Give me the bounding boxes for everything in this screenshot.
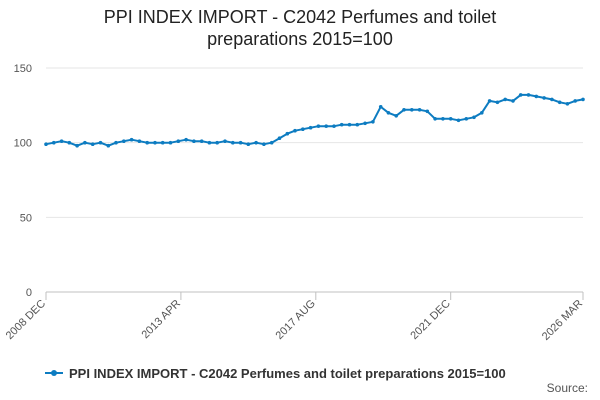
data-point xyxy=(324,124,329,128)
data-point xyxy=(192,139,196,143)
data-point xyxy=(207,140,212,145)
data-point xyxy=(160,140,165,145)
data-point xyxy=(550,97,554,102)
data-point xyxy=(145,140,149,145)
data-point xyxy=(129,137,134,142)
data-point xyxy=(285,131,290,136)
data-point xyxy=(52,140,56,145)
data-point xyxy=(316,124,321,128)
chart-title-line-1: PPI INDEX IMPORT - C2042 Perfumes and to… xyxy=(103,7,497,27)
data-point xyxy=(371,120,375,124)
data-point xyxy=(44,142,48,146)
data-point xyxy=(495,100,500,105)
data-point xyxy=(262,142,266,146)
data-point xyxy=(503,97,508,102)
series-group xyxy=(44,93,585,148)
data-point xyxy=(518,93,523,97)
data-point xyxy=(565,102,570,106)
source-label: Source: xyxy=(546,381,588,395)
data-point xyxy=(59,139,64,143)
data-point xyxy=(277,136,282,140)
data-point xyxy=(417,108,422,112)
data-point xyxy=(293,128,297,133)
data-point xyxy=(355,122,360,127)
data-point xyxy=(402,108,406,112)
data-point xyxy=(67,140,72,145)
data-point xyxy=(433,117,437,121)
data-point xyxy=(573,99,577,103)
data-point xyxy=(456,118,461,123)
data-point xyxy=(246,142,251,146)
data-point xyxy=(581,97,585,102)
x-tick-label: 2008 DEC xyxy=(4,298,48,342)
y-tick-label: 50 xyxy=(20,212,32,224)
legend[interactable]: PPI INDEX IMPORT - C2042 Perfumes and to… xyxy=(45,364,506,382)
data-point xyxy=(98,140,103,145)
legend-label: PPI INDEX IMPORT - C2042 Perfumes and to… xyxy=(69,365,506,381)
data-point xyxy=(114,140,118,145)
data-point xyxy=(487,99,492,103)
data-point xyxy=(269,140,274,145)
data-point xyxy=(223,139,227,143)
x-tick-label: 2026 MAR xyxy=(540,298,585,343)
x-axis: 2008 DEC 2013 APR 2017 AUG 2021 DEC 2026 MAR xyxy=(4,291,585,343)
data-point xyxy=(254,140,258,145)
data-point xyxy=(448,117,453,121)
x-tick-label: 2017 AUG xyxy=(274,298,318,342)
data-point xyxy=(386,111,391,115)
data-point xyxy=(347,122,352,127)
data-point xyxy=(472,115,476,120)
data-point xyxy=(90,142,95,146)
data-point xyxy=(308,125,313,130)
data-point xyxy=(332,124,336,128)
data-point xyxy=(363,121,367,126)
data-point xyxy=(480,111,484,115)
data-point xyxy=(526,93,531,97)
y-tick-label: 100 xyxy=(14,138,32,150)
data-point xyxy=(378,105,383,109)
data-point xyxy=(534,94,539,99)
data-point xyxy=(441,117,445,121)
data-point xyxy=(511,99,515,103)
data-point xyxy=(464,117,469,121)
chart-title: PPI INDEX IMPORT - C2042 Perfumes and to… xyxy=(0,6,600,50)
data-point xyxy=(168,140,173,145)
data-point xyxy=(301,127,305,131)
y-axis: 0 50 100 150 xyxy=(14,63,32,299)
data-point xyxy=(215,140,219,145)
x-tick-label: 2021 DEC xyxy=(408,298,452,342)
data-point xyxy=(199,139,204,143)
data-point xyxy=(122,139,126,143)
data-point xyxy=(231,140,235,145)
x-tick-label: 2013 APR xyxy=(139,298,183,342)
data-point xyxy=(83,140,87,145)
y-tick-label: 150 xyxy=(14,63,32,75)
data-point xyxy=(339,122,344,127)
data-point xyxy=(238,140,243,145)
data-point xyxy=(557,100,562,105)
data-point xyxy=(106,143,111,148)
series-line xyxy=(45,93,584,147)
legend-swatch-icon xyxy=(45,367,63,379)
data-point xyxy=(75,143,79,148)
y-tick-label: 0 xyxy=(26,287,32,299)
data-point xyxy=(153,140,157,145)
chart-title-line-2: preparations 2015=100 xyxy=(207,29,393,49)
gridlines xyxy=(46,67,583,218)
data-point xyxy=(184,137,188,142)
data-point xyxy=(137,139,142,143)
data-point xyxy=(425,109,430,114)
data-point xyxy=(542,96,546,100)
data-point xyxy=(394,114,399,118)
data-point xyxy=(410,108,414,112)
data-point xyxy=(176,139,181,143)
